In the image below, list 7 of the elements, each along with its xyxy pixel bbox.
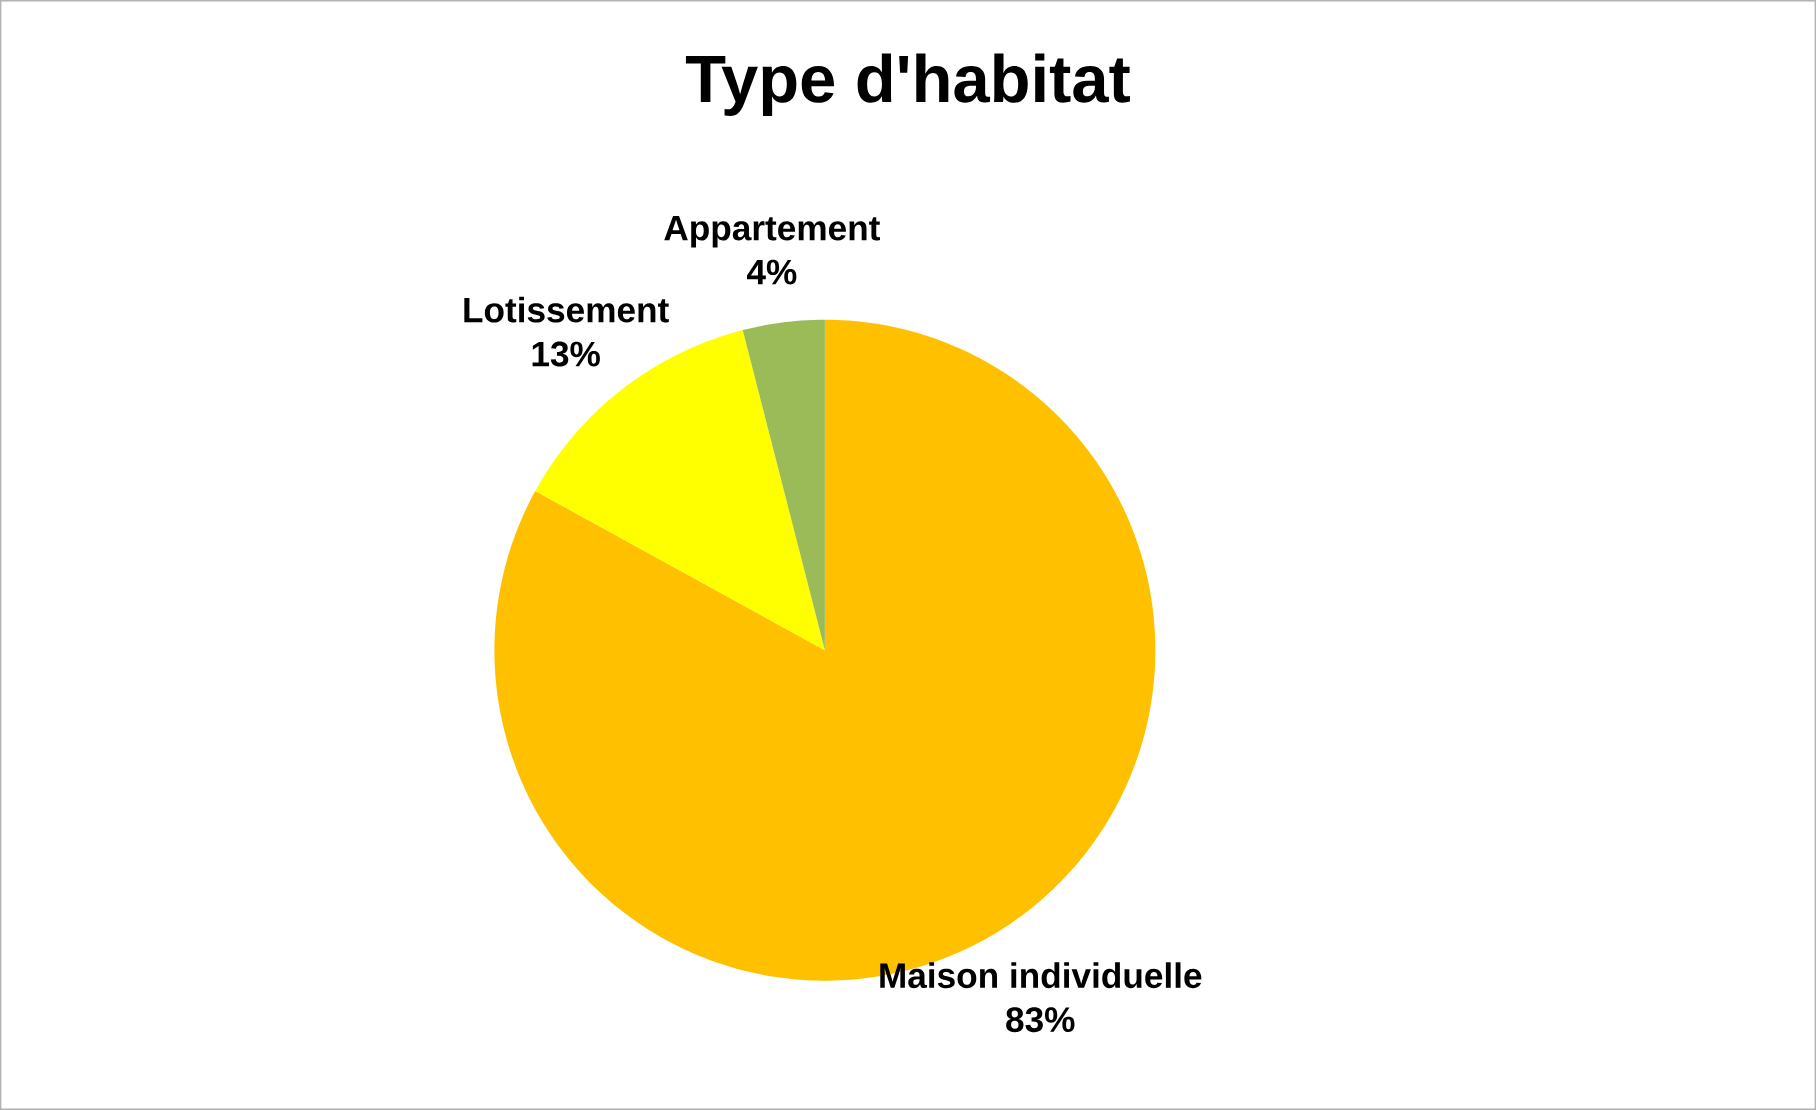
data-label: 13% bbox=[532, 341, 600, 367]
chart-title: Type d'habitat bbox=[685, 53, 1130, 116]
data-label: 83% bbox=[1006, 1007, 1075, 1033]
slice-label: Lotissement bbox=[464, 296, 669, 323]
data-label: 4% bbox=[746, 259, 797, 285]
slice-label: Maison individuelle bbox=[880, 962, 1202, 989]
slice-label: Appartement bbox=[664, 215, 880, 248]
